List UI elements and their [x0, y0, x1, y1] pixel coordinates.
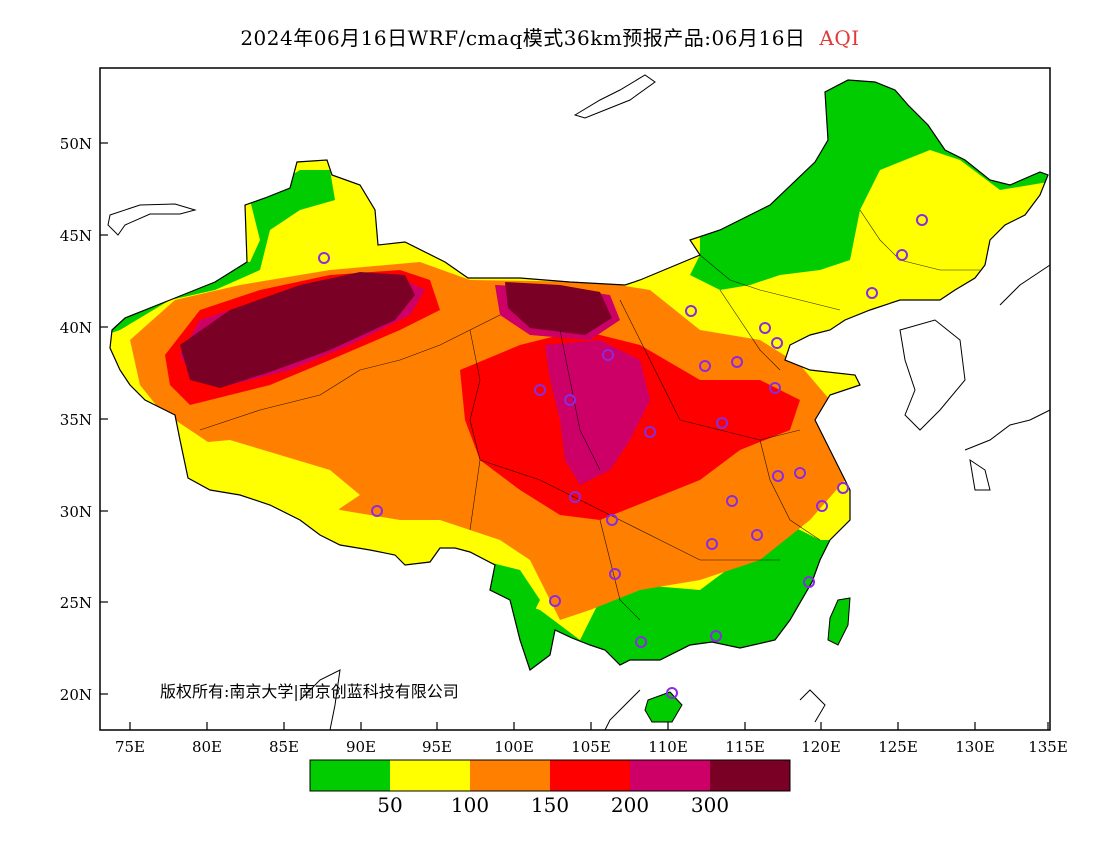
station-marker	[716, 417, 728, 429]
legend-threshold: 200	[611, 793, 649, 817]
station-marker	[569, 491, 581, 503]
station-marker	[769, 382, 781, 394]
title-variable: AQI	[819, 26, 860, 50]
hainan-island	[644, 691, 683, 723]
lat-tick-label: 25N	[60, 594, 92, 612]
station-marker	[837, 482, 849, 494]
aqi-yellow-tibet	[175, 440, 360, 520]
station-marker	[772, 470, 784, 482]
lon-axis: 75E 80E 85E 90E 95E 100E 105E 110E 115E …	[115, 722, 1068, 756]
station-marker	[706, 538, 718, 550]
aqi-maroon-tarim	[180, 272, 415, 388]
lon-tick-label: 85E	[269, 738, 299, 756]
lon-tick-label: 135E	[1028, 738, 1068, 756]
station-marker	[666, 687, 678, 699]
station-marker	[606, 514, 618, 526]
station-marker	[710, 630, 722, 642]
station-marker	[602, 349, 614, 361]
lon-tick-label: 115E	[725, 738, 765, 756]
lat-tick-label: 45N	[60, 227, 92, 245]
map-title: 2024年06月16日WRF/cmaq模式36km预报产品:06月16日 AQI	[0, 22, 1100, 51]
station-marker	[916, 214, 928, 226]
aqi-magenta-central	[545, 340, 650, 485]
station-marker	[759, 322, 771, 334]
legend-swatch-yellow	[390, 760, 470, 791]
legend-swatch-red	[550, 760, 630, 791]
aqi-maroon-gobi	[505, 282, 612, 335]
station-marker	[699, 360, 711, 372]
station-marker	[771, 337, 783, 349]
title-main: 2024年06月16日WRF/cmaq模式36km预报产品:06月16日	[240, 26, 806, 50]
lon-tick-label: 80E	[192, 738, 222, 756]
copyright-text: 版权所有:南京大学|南京创蓝科技有限公司	[160, 682, 459, 701]
station-marker	[803, 576, 815, 588]
lon-tick-label: 110E	[648, 738, 688, 756]
station-marker	[534, 384, 546, 396]
legend-threshold: 100	[451, 793, 489, 817]
lat-tick-label: 20N	[60, 686, 92, 704]
lon-tick-label: 120E	[801, 738, 841, 756]
lon-tick-label: 105E	[571, 738, 611, 756]
station-marker	[731, 356, 743, 368]
station-marker	[896, 249, 908, 261]
station-marker	[371, 505, 383, 517]
legend-swatch-green	[310, 760, 390, 791]
legend-swatch-maroon	[710, 760, 790, 791]
lon-tick-label: 90E	[346, 738, 376, 756]
station-marker	[609, 568, 621, 580]
station-marker	[726, 495, 738, 507]
lat-tick-label: 40N	[60, 319, 92, 337]
legend-border	[309, 759, 791, 792]
station-marker	[318, 252, 330, 264]
station-marker	[564, 394, 576, 406]
station-marker	[644, 426, 656, 438]
lat-tick-label: 35N	[60, 411, 92, 429]
lat-axis: 50N 45N 40N 35N 30N 25N 20N	[60, 135, 108, 704]
legend-threshold: 150	[531, 793, 569, 817]
station-marker	[549, 595, 561, 607]
aqi-legend: 50 100 150 200 300	[309, 759, 791, 817]
station-marker	[794, 467, 806, 479]
lon-tick-label: 75E	[115, 738, 145, 756]
taiwan-island	[827, 597, 851, 646]
station-marker	[635, 636, 647, 648]
lat-tick-label: 50N	[60, 135, 92, 153]
lon-tick-label: 100E	[494, 738, 534, 756]
legend-swatch-orange	[470, 760, 550, 791]
legend-swatch-magenta	[630, 760, 710, 791]
station-marker	[685, 305, 697, 317]
station-marker	[866, 287, 878, 299]
station-markers	[318, 214, 928, 699]
legend-threshold: 50	[377, 793, 402, 817]
lon-tick-label: 130E	[955, 738, 995, 756]
lon-tick-label: 95E	[422, 738, 452, 756]
station-marker	[751, 529, 763, 541]
lat-tick-label: 30N	[60, 503, 92, 521]
map-frame	[99, 67, 1051, 731]
lon-tick-label: 125E	[878, 738, 918, 756]
neighbour-coastlines	[107, 74, 1051, 731]
station-marker	[816, 500, 828, 512]
legend-threshold: 300	[691, 793, 729, 817]
